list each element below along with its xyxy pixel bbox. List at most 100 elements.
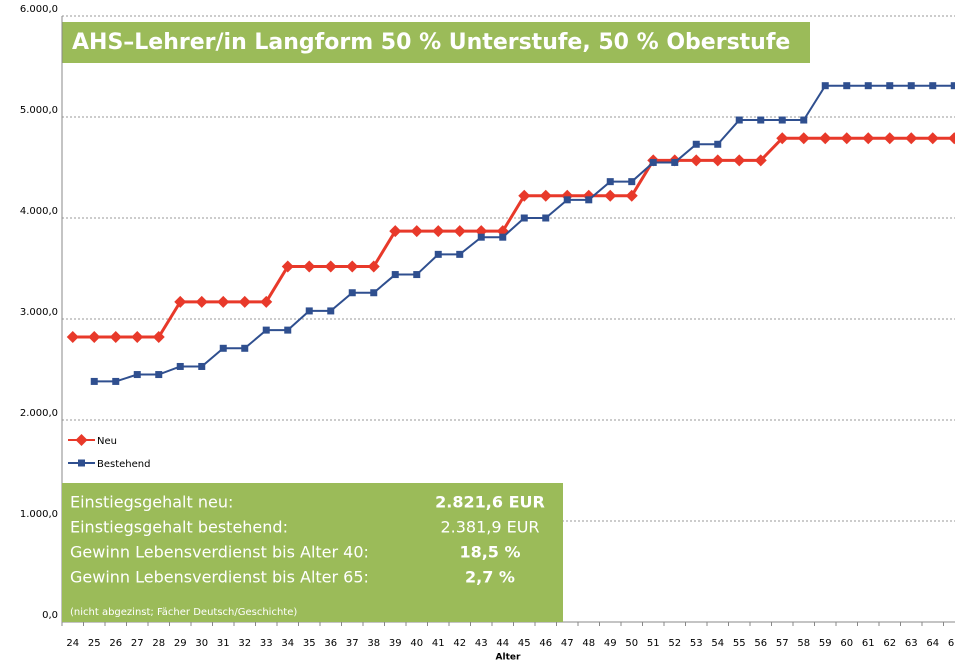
data-point	[434, 250, 442, 258]
data-point	[754, 154, 767, 167]
x-tick-label: 32	[238, 638, 251, 649]
data-point	[905, 132, 918, 145]
x-tick-label: 63	[905, 638, 918, 649]
x-tick-label: 54	[711, 638, 724, 649]
data-point	[131, 331, 144, 344]
data-point	[735, 116, 743, 124]
y-tick-label: 4.000,0	[20, 206, 58, 217]
data-point	[477, 233, 485, 241]
legend-marker	[75, 434, 88, 446]
data-point	[174, 295, 187, 308]
x-tick-label: 29	[174, 638, 187, 649]
data-point	[346, 260, 359, 273]
data-point	[907, 82, 915, 90]
info-label: Gewinn Lebensverdienst bis Alter 40:	[70, 543, 369, 562]
data-point	[883, 132, 896, 145]
data-point	[327, 307, 335, 315]
data-point	[797, 132, 810, 145]
data-point	[176, 362, 184, 370]
data-point	[303, 260, 316, 273]
x-tick-label: 58	[797, 638, 810, 649]
y-tick-label: 3.000,0	[20, 307, 58, 318]
data-point	[690, 154, 703, 167]
data-point	[819, 132, 832, 145]
data-point	[539, 189, 552, 202]
x-tick-label: 24	[66, 638, 79, 649]
legend-label: Neu	[97, 436, 117, 447]
x-tick-label: 43	[475, 638, 488, 649]
x-tick-label: 48	[582, 638, 595, 649]
data-point	[821, 82, 829, 90]
info-value: 2.381,9 EUR	[440, 518, 539, 537]
x-tick-label: 33	[260, 638, 273, 649]
data-point	[281, 260, 294, 273]
data-point	[649, 158, 657, 166]
data-point	[370, 289, 378, 297]
x-tick-label: 47	[561, 638, 574, 649]
data-point	[155, 371, 163, 379]
x-tick-label: 55	[733, 638, 746, 649]
series-line	[72, 136, 955, 339]
data-point	[542, 214, 550, 222]
data-point	[88, 331, 101, 344]
data-point	[950, 82, 955, 90]
data-point	[152, 331, 165, 344]
data-point	[778, 116, 786, 124]
data-point	[929, 82, 937, 90]
info-value: 2.821,6 EUR	[435, 493, 545, 512]
data-point	[520, 214, 528, 222]
data-point	[260, 295, 273, 308]
x-tick-label: 49	[604, 638, 617, 649]
x-tick-label: 53	[690, 638, 703, 649]
x-tick-label: 34	[281, 638, 294, 649]
x-tick-label: 40	[410, 638, 423, 649]
data-point	[305, 307, 313, 315]
x-tick-label: 35	[303, 638, 316, 649]
x-tick-label: 64	[926, 638, 939, 649]
x-tick-label: 41	[432, 638, 445, 649]
x-tick-label: 57	[776, 638, 789, 649]
data-point	[262, 326, 270, 334]
data-point	[926, 132, 939, 145]
data-point	[585, 196, 593, 204]
data-point	[499, 233, 507, 241]
data-point	[217, 295, 230, 308]
x-tick-label: 28	[152, 638, 165, 649]
data-point	[456, 250, 464, 258]
x-tick-label: 25	[88, 638, 101, 649]
data-point	[324, 260, 337, 273]
x-tick-label: 62	[883, 638, 896, 649]
data-point	[563, 196, 571, 204]
x-tick-label: 30	[195, 638, 208, 649]
data-point	[348, 289, 356, 297]
data-point	[757, 116, 765, 124]
data-point	[453, 225, 466, 238]
data-point	[238, 295, 251, 308]
data-point	[606, 178, 614, 186]
data-point	[604, 189, 617, 202]
y-tick-label: 5.000,0	[20, 105, 58, 116]
data-point	[733, 154, 746, 167]
data-point	[198, 362, 206, 370]
y-tick-label: 0,0	[42, 610, 58, 621]
x-tick-label: 39	[389, 638, 402, 649]
x-tick-label: 46	[539, 638, 552, 649]
data-point	[776, 132, 789, 145]
info-value: 2,7 %	[465, 568, 515, 587]
data-point	[112, 377, 120, 385]
data-point	[109, 331, 122, 344]
data-point	[241, 344, 249, 352]
data-point	[90, 377, 98, 385]
x-tick-label: 51	[647, 638, 660, 649]
data-point	[284, 326, 292, 334]
x-tick-label: 42	[453, 638, 466, 649]
y-tick-label: 2.000,0	[20, 408, 58, 419]
data-point	[66, 331, 79, 344]
info-value: 18,5 %	[459, 543, 520, 562]
data-point	[367, 260, 380, 273]
data-point	[886, 82, 894, 90]
x-tick-label: 65	[948, 638, 955, 649]
legend-marker	[78, 459, 85, 467]
info-note: (nicht abgezinst; Fächer Deutsch/Geschic…	[70, 607, 297, 618]
